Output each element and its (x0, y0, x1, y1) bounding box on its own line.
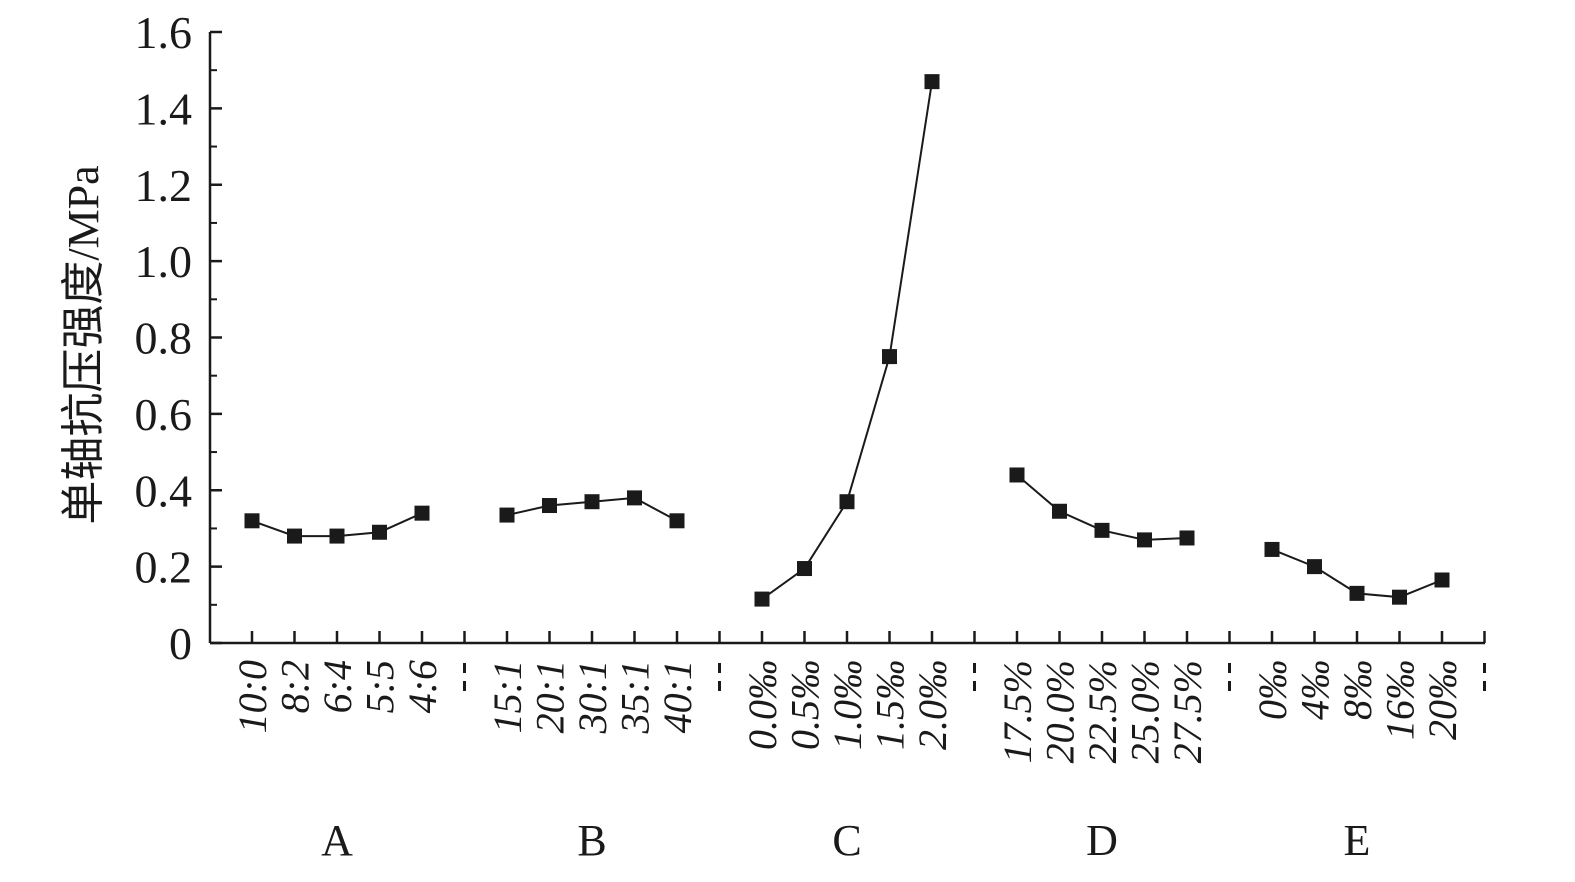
data-point (882, 349, 897, 365)
x-tick-label: 40:1 (655, 660, 700, 733)
data-point (1307, 559, 1322, 575)
data-point (1052, 503, 1067, 519)
data-point (244, 513, 260, 529)
x-tick-label: 20.0% (1038, 660, 1083, 763)
x-tick-label: 20:1 (528, 660, 573, 733)
x-tick-label: 0.0‰ (740, 660, 785, 750)
x-tick-label: 10:0 (230, 660, 275, 733)
group-label: A (321, 816, 353, 865)
x-tick-label: 1.0‰ (825, 660, 870, 750)
data-point (372, 524, 387, 540)
group-label: D (1086, 816, 1118, 865)
x-tick-label: 2.0‰ (910, 660, 955, 750)
data-point (797, 561, 812, 577)
x-tick-label: 22.5% (1080, 660, 1125, 763)
data-point (584, 494, 600, 510)
x-tick-label: 35:1 (613, 660, 658, 734)
x-tick-label: 25.0% (1123, 660, 1168, 763)
y-tick-label: 0 (169, 618, 192, 669)
x-tick-label: 4:6 (400, 660, 445, 713)
data-point (414, 505, 430, 521)
data-point (1094, 522, 1110, 538)
data-point (627, 490, 642, 506)
data-point (287, 528, 302, 544)
y-tick-label: 0.6 (135, 389, 193, 440)
data-point (1009, 467, 1025, 483)
x-tick-label: 0.5‰ (783, 660, 828, 750)
group-label: C (832, 816, 861, 865)
data-point (499, 507, 515, 523)
y-tick-label: 0.4 (135, 465, 193, 516)
group-label: B (577, 816, 606, 865)
data-point (669, 513, 685, 529)
data-point (1434, 572, 1450, 588)
y-axis-label: 单轴抗压强度/MPa (59, 165, 108, 524)
data-point (754, 591, 770, 607)
data-point (924, 74, 940, 90)
x-tick-label: 27.5% (1165, 660, 1210, 763)
series-lines (244, 74, 1450, 607)
x-tick-label: 4‰ (1293, 660, 1338, 720)
data-point (542, 498, 557, 514)
data-point (1264, 541, 1280, 557)
x-tick-label: 17.5% (995, 660, 1040, 763)
y-tick-label: 1.6 (135, 7, 193, 58)
y-tick-label: 0.2 (135, 542, 193, 593)
x-tick-label: 8:2 (273, 660, 318, 713)
x-tick-label: 5:5 (358, 660, 403, 713)
data-point (1179, 530, 1195, 546)
x-tick-label: 16‰ (1378, 660, 1423, 740)
x-tick-label: 0‰ (1250, 660, 1295, 720)
x-tick-label: 1.5‰ (868, 660, 913, 750)
data-point (1349, 585, 1365, 601)
axis-ticks (210, 30, 1486, 697)
x-tick-label: 8‰ (1335, 660, 1380, 720)
data-point (1137, 532, 1152, 548)
y-tick-label: 1.0 (135, 236, 193, 287)
y-tick-label: 0.8 (135, 313, 193, 364)
x-tick-label: 20‰ (1420, 660, 1465, 740)
data-point (329, 528, 345, 544)
group-label: E (1344, 816, 1371, 865)
y-tick-label: 1.4 (135, 83, 193, 134)
x-tick-label: 30:1 (570, 660, 615, 734)
x-tick-label: 6:4 (315, 660, 360, 713)
x-tick-label: 15:1 (485, 660, 530, 733)
tick-labels: 0 0.2 0.4 0.6 0.8 1.0 1.2 1.4 1.6 10:08:26:45:54:… (135, 7, 1466, 865)
y-tick-label: 1.2 (135, 160, 193, 211)
series-line-C (761, 81, 933, 600)
data-point (1392, 589, 1407, 605)
data-point (839, 494, 855, 510)
axes (208, 32, 1485, 645)
